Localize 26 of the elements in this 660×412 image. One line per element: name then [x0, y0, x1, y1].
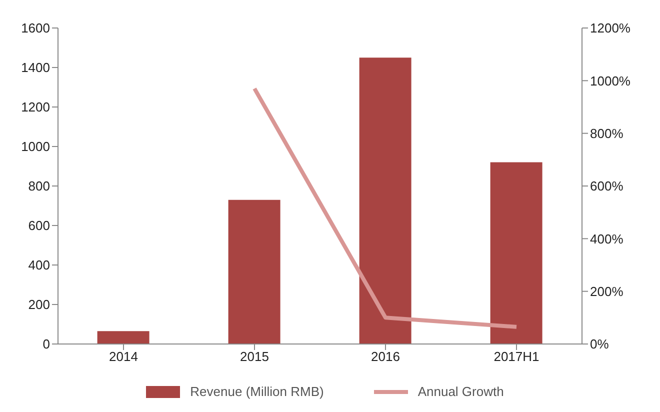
- y2-tick-label: 1200%: [590, 20, 631, 36]
- y2-tick-label: 600%: [590, 178, 624, 194]
- x-tick-label: 2015: [240, 349, 269, 364]
- bar: [97, 331, 150, 344]
- y-tick-label: 1400: [21, 60, 50, 76]
- x-tick-label: 2016: [371, 349, 400, 364]
- x-tick-label: 2017H1: [494, 349, 540, 364]
- y-tick-label: 1200: [21, 100, 50, 115]
- y2-tick-label: 200%: [590, 284, 624, 299]
- legend-label: Annual Growth: [418, 384, 504, 399]
- y-tick-label: 600: [28, 218, 50, 234]
- x-tick-label: 2014: [109, 349, 138, 364]
- y-tick-label: 400: [28, 258, 50, 273]
- y-tick-label: 800: [28, 178, 50, 194]
- bar: [490, 162, 542, 344]
- y2-tick-label: 800%: [590, 126, 624, 141]
- y-tick-label: 1600: [21, 20, 50, 36]
- y2-tick-label: 1000%: [590, 73, 631, 88]
- y2-tick-label: 0%: [590, 336, 610, 352]
- legend-label: Revenue (Million RMB): [190, 384, 324, 399]
- y-tick-label: 200: [28, 297, 50, 312]
- y2-tick-label: 400%: [590, 231, 624, 246]
- bar: [228, 200, 280, 344]
- y-tick-label: 0: [42, 336, 50, 352]
- bar: [359, 58, 412, 344]
- y-tick-label: 1000: [21, 139, 50, 154]
